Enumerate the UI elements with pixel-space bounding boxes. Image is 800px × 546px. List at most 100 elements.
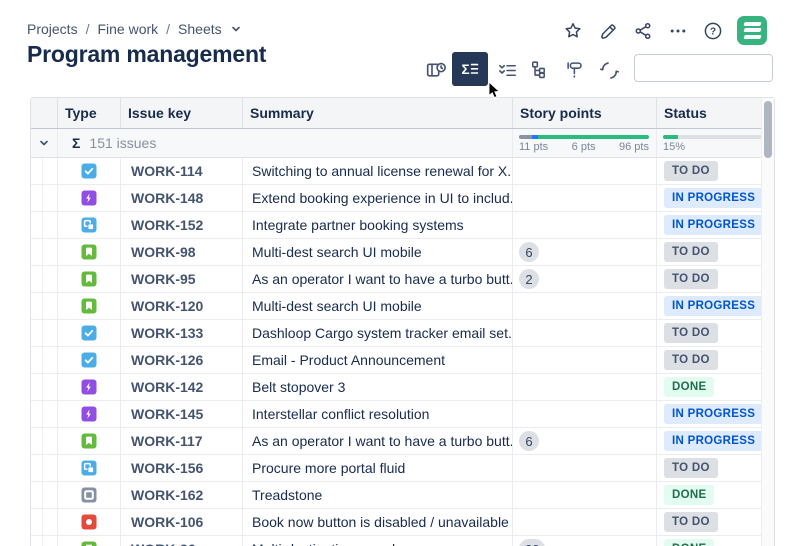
issue-summary[interactable]: Email - Product Announcement — [243, 347, 513, 373]
status-cell[interactable]: TO DO — [657, 239, 774, 265]
column-header-type[interactable]: Type — [58, 98, 121, 128]
issue-key[interactable]: WORK-114 — [121, 158, 243, 184]
issue-type-cell[interactable] — [58, 158, 121, 184]
issue-key[interactable]: WORK-142 — [121, 374, 243, 400]
issue-type-cell[interactable] — [58, 212, 121, 238]
issue-summary[interactable]: Extend booking experience in UI to inclu… — [243, 185, 513, 211]
formatter-icon[interactable] — [560, 56, 590, 84]
issue-summary[interactable]: Switching to annual license renewal for … — [243, 158, 513, 184]
breadcrumb-projects[interactable]: Projects — [27, 21, 78, 37]
status-badge[interactable]: TO DO — [664, 242, 718, 262]
collapse-chevron-icon[interactable] — [31, 129, 58, 157]
issue-summary[interactable]: Multi-destination search — [243, 536, 513, 546]
status-badge[interactable]: TO DO — [664, 458, 718, 478]
vertical-scrollbar-thumb[interactable] — [764, 101, 772, 158]
table-row[interactable]: WORK-120 Multi-dest search UI mobile IN PR… — [31, 293, 774, 320]
more-ellipsis-icon[interactable] — [667, 19, 688, 43]
status-cell[interactable]: TO DO — [657, 347, 774, 373]
story-points-cell[interactable] — [513, 482, 657, 508]
story-points-cell[interactable]: 6 — [513, 428, 657, 454]
story-points-cell[interactable]: 6 — [513, 239, 657, 265]
story-points-cell[interactable]: 2 — [513, 266, 657, 292]
status-cell[interactable]: IN PROGRESS — [657, 428, 774, 454]
table-row[interactable]: WORK-117 As an operator I want to have a … — [31, 428, 774, 455]
vertical-scrollbar[interactable] — [761, 98, 774, 546]
issue-key[interactable]: WORK-117 — [121, 428, 243, 454]
sync-icon[interactable] — [594, 56, 624, 84]
column-header-story-points[interactable]: Story points — [513, 98, 657, 128]
issue-key[interactable]: WORK-98 — [121, 239, 243, 265]
status-cell[interactable]: TO DO — [657, 509, 774, 535]
column-header-status[interactable]: Status — [664, 105, 707, 121]
status-badge[interactable]: TO DO — [664, 269, 718, 289]
hierarchy-icon[interactable] — [526, 56, 556, 84]
status-badge[interactable]: TO DO — [664, 350, 718, 370]
status-cell[interactable]: TO DO — [657, 320, 774, 346]
status-badge[interactable]: IN PROGRESS — [664, 431, 764, 451]
status-cell[interactable]: DONE — [657, 482, 774, 508]
issue-summary[interactable]: As an operator I want to have a turbo bu… — [243, 266, 513, 292]
sum-columns-icon[interactable]: Σ — [452, 52, 488, 86]
perspective-clock-icon[interactable] — [421, 56, 451, 84]
issue-key[interactable]: WORK-126 — [121, 347, 243, 373]
issue-summary[interactable]: Integrate partner booking systems — [243, 212, 513, 238]
issue-type-cell[interactable] — [58, 482, 121, 508]
issue-key[interactable]: WORK-96 — [121, 536, 243, 546]
status-badge[interactable]: TO DO — [664, 323, 718, 343]
status-cell[interactable]: IN PROGRESS — [657, 401, 774, 427]
issue-key[interactable]: WORK-162 — [121, 482, 243, 508]
story-points-cell[interactable] — [513, 185, 657, 211]
edit-pencil-icon[interactable] — [597, 19, 618, 43]
status-badge[interactable]: IN PROGRESS — [664, 188, 764, 208]
issue-key[interactable]: WORK-95 — [121, 266, 243, 292]
story-points-cell[interactable] — [513, 293, 657, 319]
issue-type-cell[interactable] — [58, 320, 121, 346]
issue-type-cell[interactable] — [58, 347, 121, 373]
status-badge[interactable]: TO DO — [664, 512, 718, 532]
status-cell[interactable]: IN PROGRESS — [657, 185, 774, 211]
issue-summary[interactable]: Dashloop Cargo system tracker email set.… — [243, 320, 513, 346]
table-row[interactable]: WORK-162 Treadstone DONE — [31, 482, 774, 509]
story-points-cell[interactable] — [513, 374, 657, 400]
issue-type-cell[interactable] — [58, 185, 121, 211]
issue-key[interactable]: WORK-120 — [121, 293, 243, 319]
status-cell[interactable]: DONE — [657, 374, 774, 400]
story-points-cell[interactable] — [513, 401, 657, 427]
issue-type-cell[interactable] — [58, 428, 121, 454]
table-row[interactable]: WORK-133 Dashloop Cargo system tracker em… — [31, 320, 774, 347]
checklist-icon[interactable] — [492, 56, 522, 84]
issue-key[interactable]: WORK-106 — [121, 509, 243, 535]
table-row[interactable]: WORK-145 Interstellar conflict resolution… — [31, 401, 774, 428]
issue-key[interactable]: WORK-145 — [121, 401, 243, 427]
issue-type-cell[interactable] — [58, 401, 121, 427]
issue-type-cell[interactable] — [58, 455, 121, 481]
status-badge[interactable]: IN PROGRESS — [664, 404, 764, 424]
story-points-cell[interactable] — [513, 212, 657, 238]
status-cell[interactable]: DONE — [657, 536, 774, 546]
status-badge[interactable]: IN PROGRESS — [664, 296, 764, 316]
issue-key[interactable]: WORK-156 — [121, 455, 243, 481]
issue-key[interactable]: WORK-152 — [121, 212, 243, 238]
issue-type-cell[interactable] — [58, 509, 121, 535]
status-badge[interactable]: IN PROGRESS — [664, 215, 764, 235]
help-icon[interactable]: ? — [702, 19, 723, 43]
issue-summary[interactable]: Treadstone — [243, 482, 513, 508]
status-cell[interactable]: TO DO — [657, 455, 774, 481]
status-badge[interactable]: DONE — [664, 539, 715, 546]
story-points-cell[interactable] — [513, 320, 657, 346]
issue-summary[interactable]: Multi-dest search UI mobile — [243, 293, 513, 319]
issue-type-cell[interactable] — [58, 266, 121, 292]
issue-key[interactable]: WORK-133 — [121, 320, 243, 346]
status-badge[interactable]: TO DO — [664, 161, 718, 181]
table-row[interactable]: WORK-156 Procure more portal fluid TO DO — [31, 455, 774, 482]
breadcrumb-sheets[interactable]: Sheets — [178, 21, 222, 37]
issue-type-cell[interactable] — [58, 293, 121, 319]
issue-summary[interactable]: Procure more portal fluid — [243, 455, 513, 481]
table-row[interactable]: WORK-148 Extend booking experience in UI … — [31, 185, 774, 212]
status-cell[interactable]: TO DO — [657, 158, 774, 184]
issue-type-cell[interactable] — [58, 374, 121, 400]
column-header-summary[interactable]: Summary — [243, 98, 513, 128]
story-points-cell[interactable]: 20 — [513, 536, 657, 546]
story-points-cell[interactable] — [513, 347, 657, 373]
table-row[interactable]: WORK-96Multi-destination search 20 DONE — [31, 536, 774, 546]
